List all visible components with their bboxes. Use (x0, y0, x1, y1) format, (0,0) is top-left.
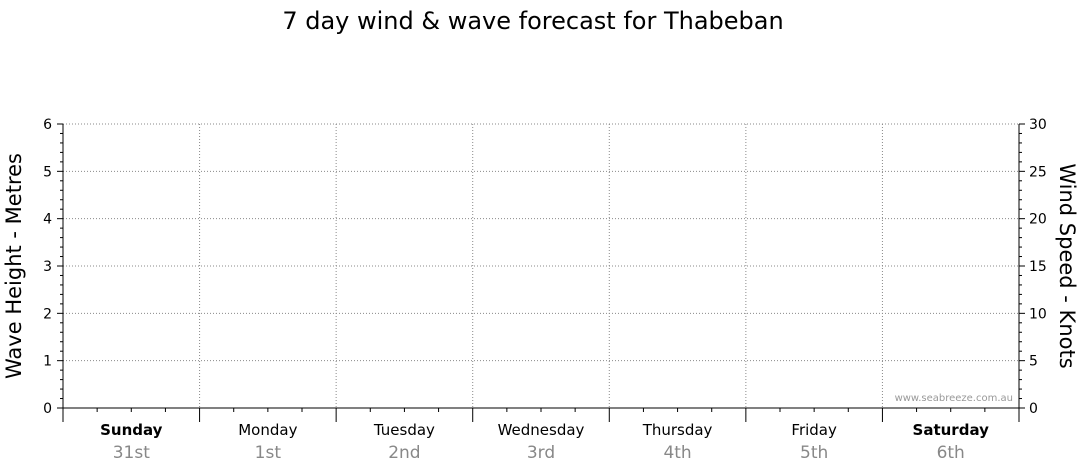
x-day-label: Friday (791, 421, 837, 439)
y-right-tick-label: 0 (1029, 401, 1038, 417)
x-date-label: 6th (937, 443, 965, 463)
x-day-label: Sunday (100, 421, 163, 439)
x-day-label: Saturday (913, 421, 990, 439)
chart-title: 7 day wind & wave forecast for Thabeban (282, 7, 783, 35)
y-right-tick-label: 5 (1029, 354, 1038, 370)
x-day-label: Thursday (642, 421, 713, 439)
y-axis-right-title: Wind Speed - Knots (1055, 163, 1079, 368)
y-axis-left-title: Wave Height - Metres (2, 153, 26, 379)
y-left-tick-label: 6 (43, 117, 52, 133)
credit-text: www.seabreeze.com.au (895, 393, 1013, 404)
x-date-label: 1st (255, 443, 282, 463)
x-day-label: Monday (238, 421, 297, 439)
x-date-label: 31st (113, 443, 150, 463)
y-axis-left: 0 1 2 3 4 5 6 (43, 117, 64, 417)
y-left-tick-label: 0 (43, 401, 52, 417)
y-right-tick-label: 25 (1029, 164, 1047, 180)
y-axis-right: 0 5 10 15 20 25 30 (1018, 117, 1047, 417)
x-axis: Sunday 31st Monday 1st Tuesday 2nd Wednesday 3r… (62, 407, 1020, 463)
y-left-tick-label: 5 (43, 164, 52, 180)
y-left-tick-label: 4 (43, 212, 52, 228)
y-left-tick-label: 3 (43, 259, 52, 275)
x-day-label: Wednesday (498, 421, 585, 439)
x-date-label: 3rd (527, 443, 555, 463)
y-left-tick-label: 1 (43, 354, 52, 370)
x-date-label: 5th (800, 443, 828, 463)
x-date-label: 2nd (388, 443, 420, 463)
y-right-tick-label: 10 (1029, 306, 1047, 322)
y-right-tick-label: 15 (1029, 259, 1047, 275)
x-day-label: Tuesday (373, 421, 435, 439)
y-right-tick-label: 20 (1029, 212, 1047, 228)
y-left-tick-label: 2 (43, 306, 52, 322)
y-right-tick-label: 30 (1029, 117, 1047, 133)
x-date-label: 4th (663, 443, 691, 463)
grid-lines (63, 123, 1019, 408)
